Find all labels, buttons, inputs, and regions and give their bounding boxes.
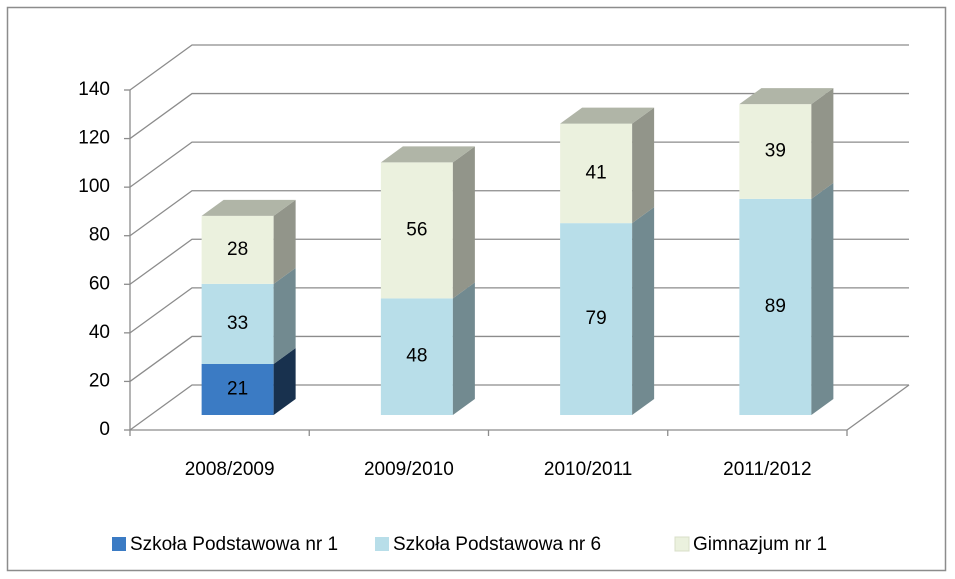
- legend-swatch: [375, 537, 389, 551]
- x-tick-label: 2008/2009: [185, 459, 275, 480]
- legend-label: Szkoła Podstawowa nr 6: [393, 534, 601, 555]
- bar-top: [380, 146, 475, 163]
- y-tick-label: 80: [89, 225, 110, 246]
- bar: [739, 104, 812, 199]
- grid-line: [129, 190, 909, 237]
- legend-label: Szkoła Podstawowa nr 1: [130, 534, 338, 555]
- bar-side: [452, 146, 475, 299]
- x-tick-label: 2011/2012: [723, 459, 811, 480]
- y-tick-label: 20: [89, 370, 110, 391]
- bar-top: [739, 88, 834, 105]
- value-label: 21: [227, 379, 248, 400]
- value-label: 48: [406, 346, 427, 367]
- bar: [739, 198, 812, 415]
- bar-side: [452, 282, 475, 415]
- y-tick-label: 60: [89, 273, 110, 294]
- value-label: 41: [586, 162, 607, 183]
- legend-swatch: [674, 536, 690, 552]
- bar: [380, 162, 453, 299]
- grid-line: [129, 44, 909, 91]
- grid-line: [129, 238, 909, 285]
- value-label: 56: [406, 219, 427, 240]
- grid-line: [129, 287, 909, 334]
- bars: 2008/2009 21 33 28 2009/2010 48 56 2010/2011 79 4…: [185, 88, 834, 480]
- bar-side: [273, 199, 296, 284]
- bar-side: [273, 348, 296, 415]
- y-tick-label: 140: [78, 79, 110, 100]
- value-label: 89: [765, 296, 786, 317]
- y-tick-label: 0: [99, 419, 110, 440]
- bar-side: [632, 207, 655, 415]
- grid-line: [129, 335, 909, 382]
- legend-label: Gimnazjum nr 1: [693, 534, 827, 555]
- y-tick-label: 120: [78, 128, 110, 149]
- value-label: 39: [765, 141, 786, 162]
- value-label: 79: [586, 308, 607, 329]
- bar: [560, 223, 633, 415]
- value-label: 28: [227, 239, 248, 260]
- value-label: 33: [227, 313, 248, 334]
- bar: [201, 215, 274, 284]
- bar-side: [632, 107, 655, 224]
- legend-swatch: [112, 537, 126, 551]
- grid-line: [129, 384, 909, 431]
- bar: [201, 364, 274, 415]
- bar-top: [201, 199, 296, 216]
- x-tick-label: 2009/2010: [364, 459, 454, 480]
- bar: [380, 298, 453, 415]
- bar-top: [560, 107, 655, 124]
- grid: 0 20 40 60 80 100 120 140: [78, 44, 910, 440]
- bar: [201, 283, 274, 364]
- bar-side: [811, 88, 834, 199]
- legend: Szkoła Podstawowa nr 1 Szkoła Podstawowa …: [112, 534, 827, 555]
- y-tick-label: 100: [78, 176, 110, 197]
- bar-side: [273, 267, 296, 364]
- y-tick-label: 40: [89, 322, 110, 343]
- bar-side: [811, 182, 834, 415]
- x-tick-label: 2010/2011: [544, 459, 632, 480]
- grid-line: [129, 141, 909, 188]
- bar: [560, 123, 633, 224]
- grid-line: [129, 92, 909, 140]
